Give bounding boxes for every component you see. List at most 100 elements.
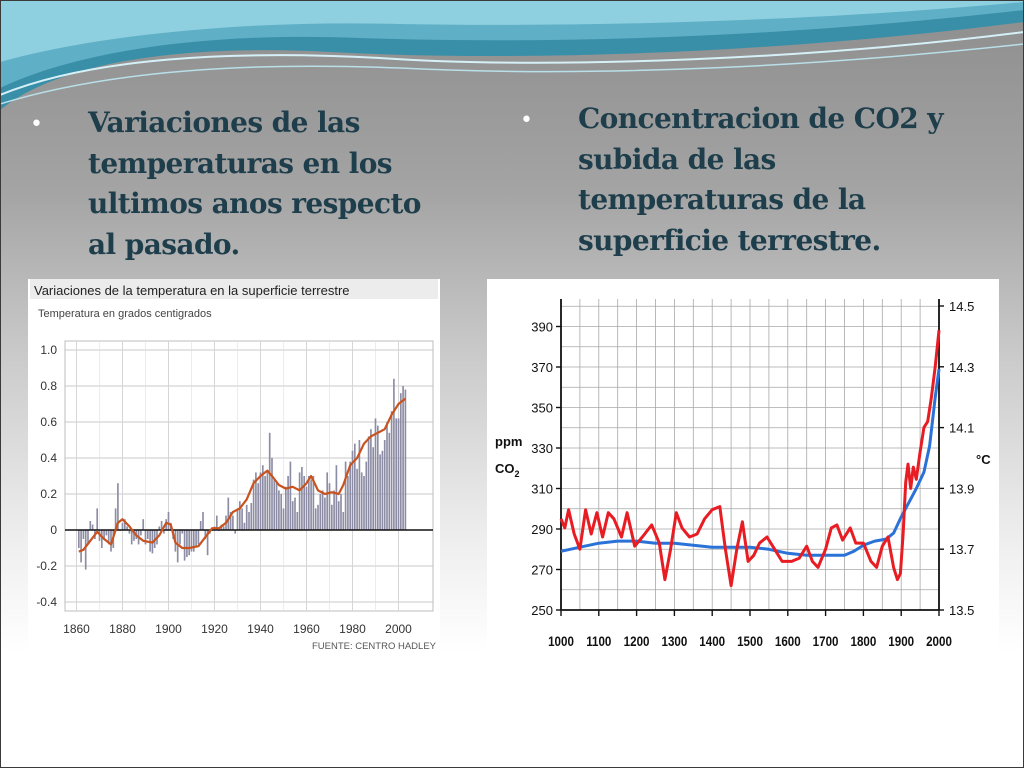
right-tick-label: 13.7 [949,542,974,557]
annual-bar [248,512,250,530]
annual-bar [186,530,188,557]
annual-bar [284,486,287,530]
annual-bar [278,490,280,530]
annual-bar [163,530,165,534]
annual-bar [107,530,110,545]
annual-bar [402,386,404,530]
annual-bar [238,501,241,530]
annual-bar [273,479,276,530]
annual-bar [128,530,131,534]
moving-average-line [78,397,407,553]
y-tick-label: 0.2 [40,487,57,501]
co2-temperature-chart: 250 270 290 310 330 350 370 390 13.5 13.7 13.9 14.1… [487,279,999,653]
annual-bar [255,472,257,530]
annual-bar [379,454,381,530]
annual-bar [199,521,202,530]
annual-bar [282,508,285,530]
left-tick-label: 250 [531,603,553,618]
source-label: FUENTE: CENTRO HADLEY [312,641,437,652]
annual-bar [324,497,326,530]
annual-bar [367,436,370,530]
annual-bar [146,530,149,539]
annual-bar [314,508,317,530]
annual-bar [376,425,379,530]
annual-bar [236,508,239,530]
left-tick-label: 390 [531,320,553,335]
annual-bar [296,512,299,530]
left-tick-label: 370 [531,360,553,375]
bullet-marker: • [520,108,533,133]
annual-bar [105,530,108,536]
annual-bar [344,461,347,530]
y-tick-label: 0.4 [40,451,57,465]
right-tick-label: 14.5 [949,299,974,314]
annual-bar [301,467,303,530]
annual-bar [183,530,186,561]
annual-bar [103,530,105,539]
annual-bar [280,494,283,530]
annual-bar [347,476,349,530]
annual-bar [123,519,126,530]
right-tick-label: 13.9 [949,481,974,496]
annual-bar [289,461,292,530]
annual-bar [271,458,273,530]
annual-bar [365,461,368,530]
x-tick-label: 1700 [813,634,839,649]
temperature-chart-svg: Variaciones de la temperatura en la supe… [30,279,438,652]
annual-bar [140,530,142,536]
annual-bar [381,450,384,530]
annual-bar [133,530,135,541]
x-tick-label: 1000 [548,634,574,649]
annual-bar [317,504,319,530]
left-axis-label-unit: ppm [495,434,522,449]
annual-bar [291,501,294,530]
x-tick-label: 1400 [699,634,725,649]
annual-bar [399,393,402,530]
left-tick-label: 310 [531,482,553,497]
annual-bar [144,530,147,545]
annual-bar [188,530,191,556]
annual-bar [372,447,375,530]
x-tick-label: 2000 [385,622,412,636]
left-axis-label-subscript: 2 [515,469,520,479]
annual-bar [264,476,266,530]
annual-bar [395,418,398,530]
annual-bar [204,530,207,539]
annual-bar [305,486,308,530]
annual-bar [328,483,331,530]
annual-bar [275,483,278,530]
annual-bar [117,483,119,530]
annual-bar [268,432,271,530]
annual-bar [158,526,161,530]
annual-bar [360,472,363,530]
annual-bar [294,497,296,530]
x-tick-label: 1860 [63,622,90,636]
annual-bar [370,429,372,530]
chart-subtitle: Temperatura en grados centigrados [38,308,212,320]
x-tick-label: 2000 [926,634,952,649]
x-tick-label: 1300 [661,634,687,649]
bullet-temperature-variations: • Variaciones de las temperaturas en los… [30,103,470,273]
annual-bar [335,465,338,530]
x-tick-label: 1200 [624,634,650,649]
annual-bar [310,479,312,530]
annual-bar [160,521,163,530]
annual-bar [181,530,184,534]
right-axis-label: °C [976,452,991,467]
annual-bar [89,521,92,530]
left-tick-label: 270 [531,563,553,578]
temperature-series-line [559,330,941,588]
annual-bar [337,501,340,530]
x-tick-label: 1100 [586,634,611,649]
left-tick-label: 290 [531,522,553,537]
annual-bar [192,530,195,552]
annual-bar [349,461,352,530]
annual-bar [176,530,179,563]
annual-bar [374,418,377,530]
annual-bar [84,530,87,570]
annual-bar [261,465,264,530]
annual-bar [266,472,269,530]
annual-bar [388,432,391,530]
annual-bar [82,530,85,539]
x-tick-label: 1980 [339,622,366,636]
